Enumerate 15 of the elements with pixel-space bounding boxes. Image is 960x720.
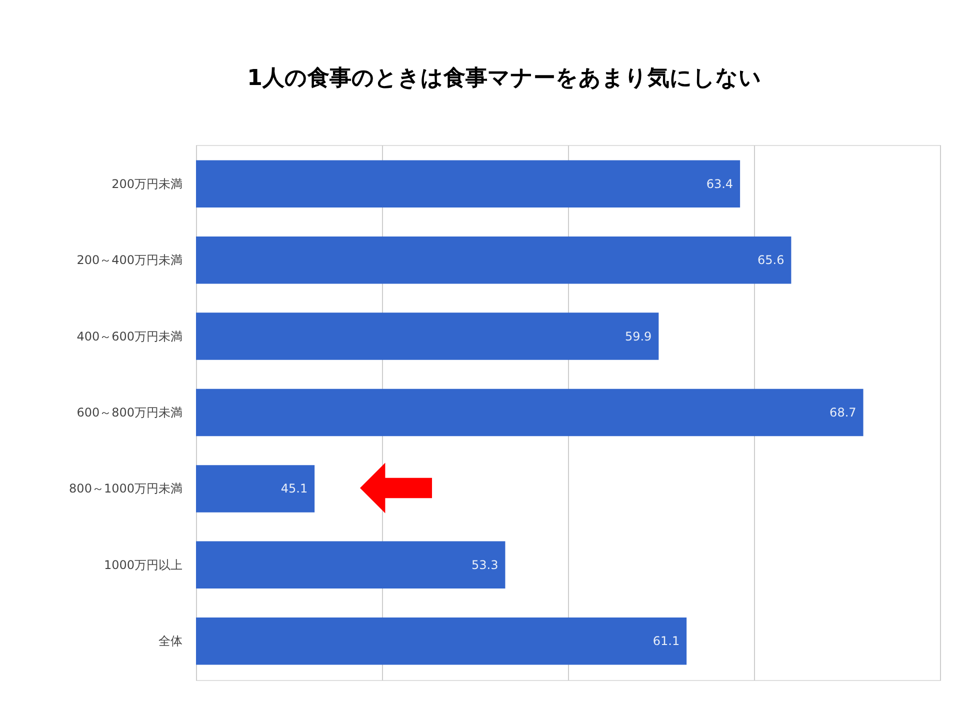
y-tick-label: 800～1000万円未満 xyxy=(69,482,182,496)
y-tick-label: 600～800万円未満 xyxy=(76,406,182,420)
y-tick-label: 200万円未満 xyxy=(112,176,182,191)
data-label: 63.4 xyxy=(706,176,734,191)
y-tick-label: 200～400万円未満 xyxy=(76,253,182,268)
chart-title: 1人の食事のときは食事マナーをあまり気にしない xyxy=(247,66,762,91)
y-tick-label: 400～600万円未満 xyxy=(76,329,182,344)
data-label: 61.1 xyxy=(652,634,680,648)
data-label: 59.9 xyxy=(624,329,652,344)
y-tick-label: 全体 xyxy=(158,634,182,648)
data-label: 65.6 xyxy=(757,253,784,268)
data-label: 53.3 xyxy=(472,558,498,572)
data-label: 68.7 xyxy=(830,406,856,420)
y-tick-label: 1000万円以上 xyxy=(104,558,182,572)
data-label: 45.1 xyxy=(280,482,308,496)
